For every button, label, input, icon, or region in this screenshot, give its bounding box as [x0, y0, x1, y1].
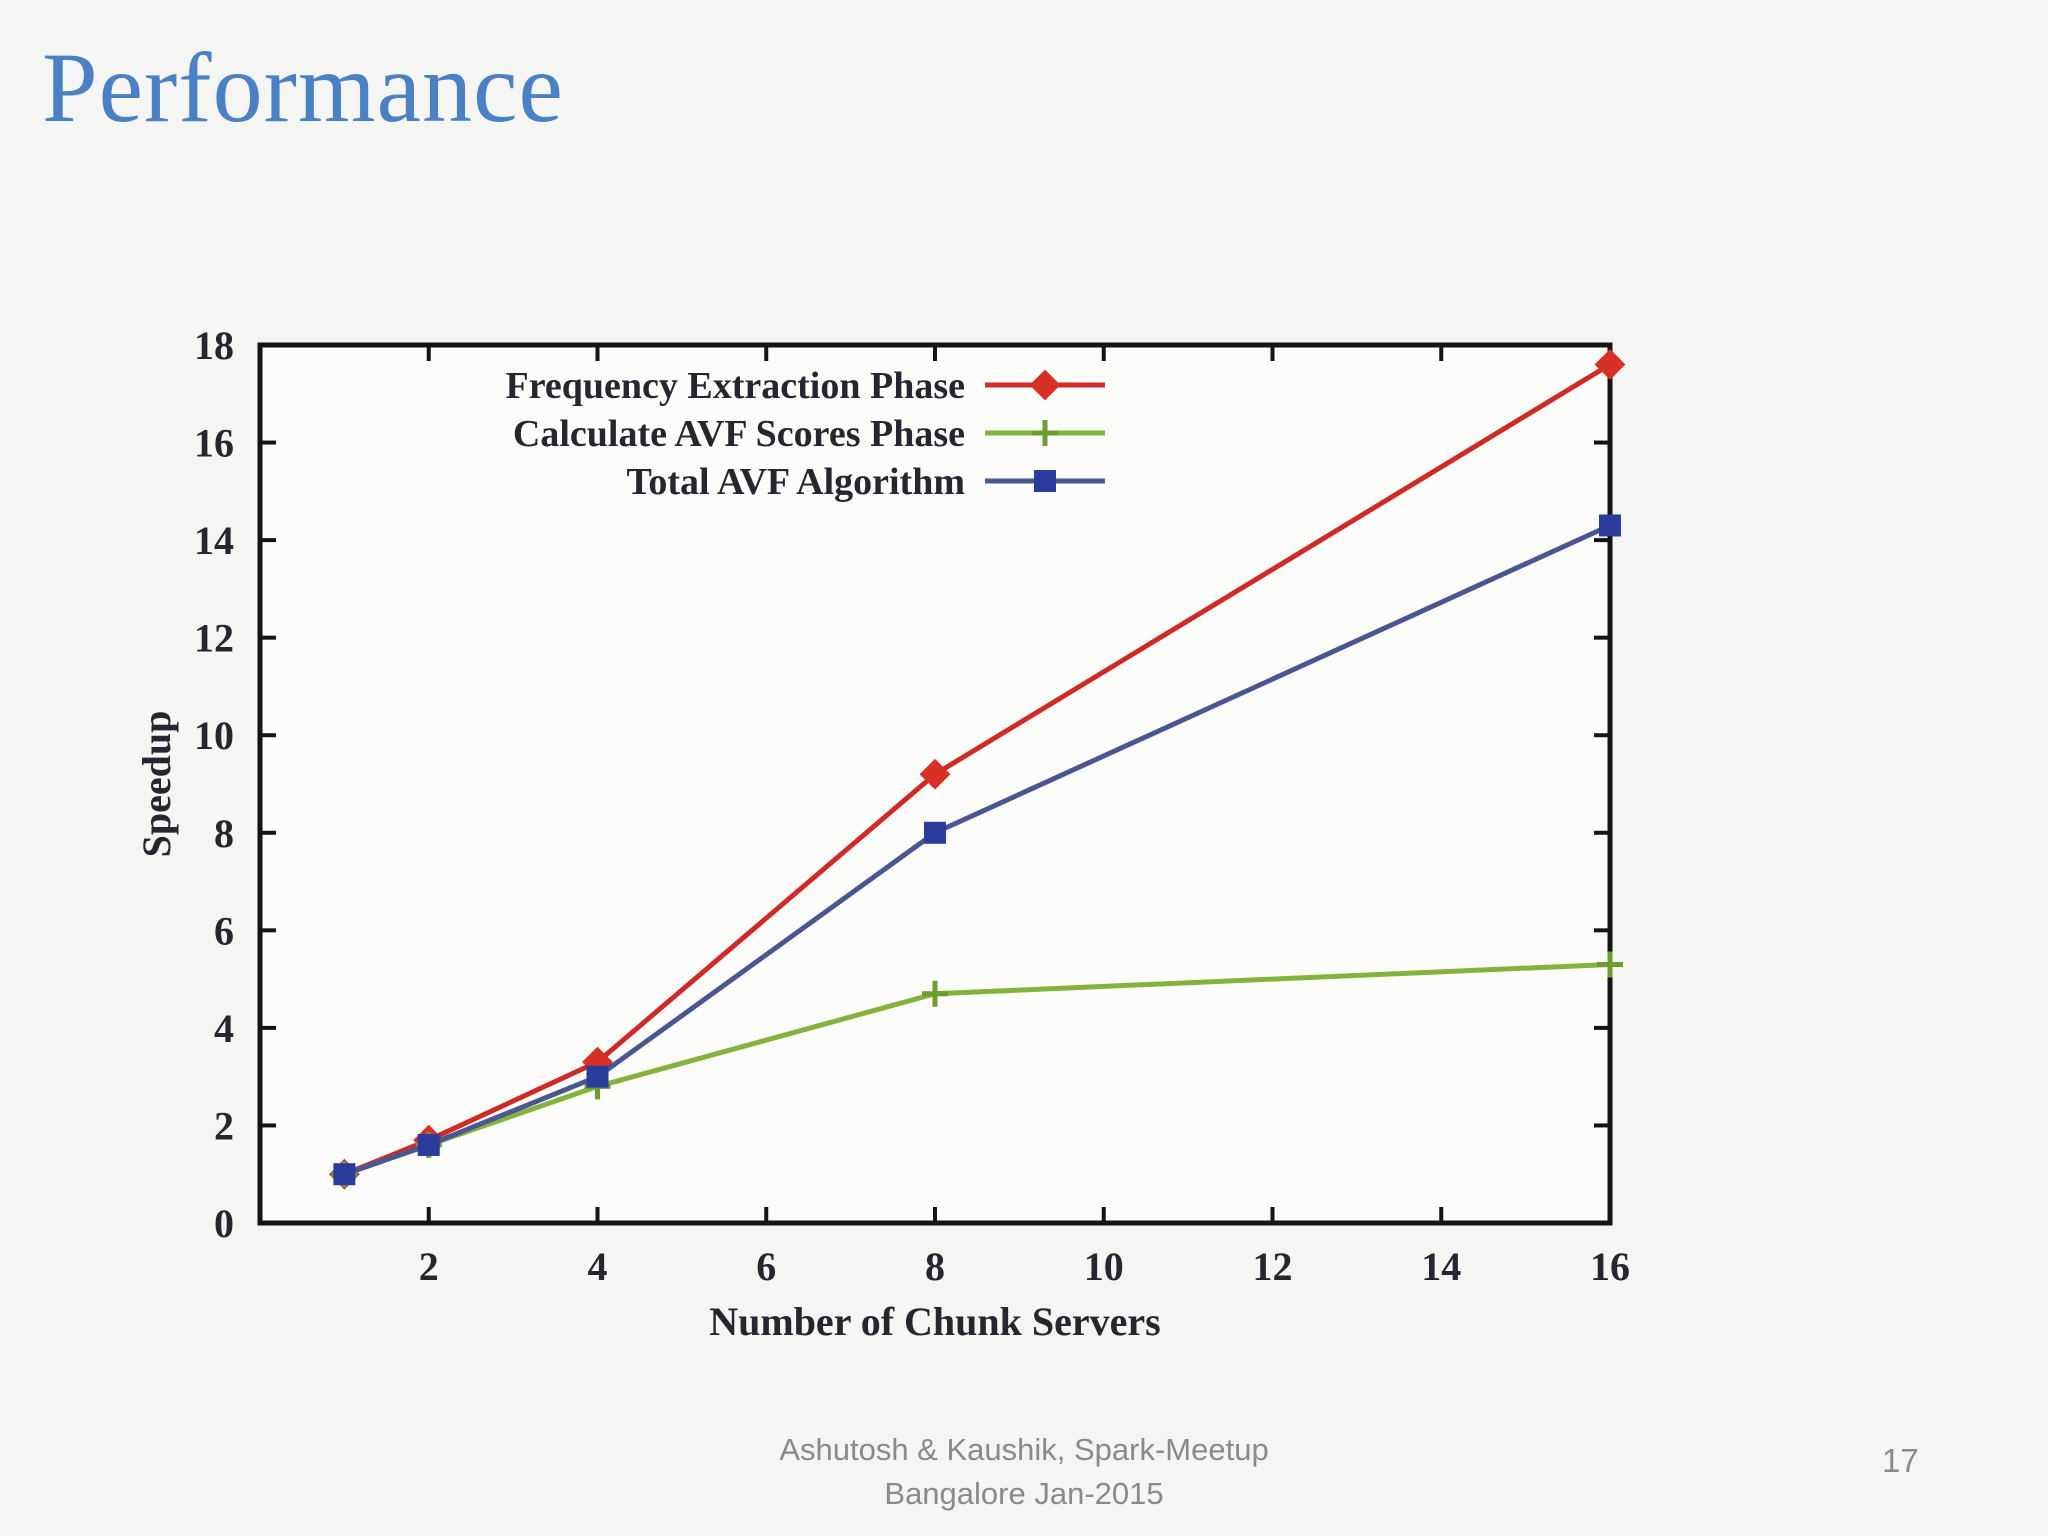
data-point-marker	[922, 980, 948, 1007]
data-point-marker	[1597, 951, 1623, 978]
footer-line-2: Bangalore Jan-2015	[884, 1476, 1164, 1511]
slide-title: Performance	[42, 32, 564, 143]
legend-marker	[1034, 470, 1056, 492]
data-point-marker	[919, 758, 951, 790]
y-tick-label: 4	[214, 1006, 234, 1051]
x-tick-label: 6	[756, 1244, 776, 1289]
y-axis-title: Speedup	[140, 711, 179, 858]
y-tick-label: 8	[214, 811, 234, 856]
page-number: 17	[1882, 1442, 1919, 1479]
x-tick-label: 14	[1421, 1244, 1461, 1289]
chart-svg: 2 4 6 8 10 12 14 16 0 2 4 6 8 10 12 14 16 18 Number of Chu…	[140, 323, 1630, 1344]
y-tick-label: 16	[194, 421, 234, 466]
series-3-square	[333, 514, 1621, 1186]
y-tick-label: 0	[214, 1201, 234, 1246]
y-tick-label: 6	[214, 908, 234, 953]
y-tick-label: 18	[194, 323, 234, 368]
x-tick-label: 4	[588, 1244, 608, 1289]
legend-label: Total AVF Algorithm	[626, 461, 965, 503]
legend-label: Frequency Extraction Phase	[506, 365, 965, 407]
y-tick-label: 10	[194, 713, 234, 758]
x-tick-label: 12	[1253, 1244, 1293, 1289]
x-tick-label: 16	[1590, 1244, 1630, 1289]
data-point-marker	[1599, 514, 1621, 537]
data-point-marker	[417, 1133, 440, 1156]
y-tick-label: 12	[194, 616, 234, 661]
x-tick-label: 8	[925, 1244, 945, 1289]
data-point-marker	[924, 821, 946, 844]
performance-chart: 2 4 6 8 10 12 14 16 0 2 4 6 8 10 12 14 16 18 Number of Chu…	[140, 250, 1720, 1410]
legend-marker	[1032, 420, 1058, 446]
y-tick-label: 2	[214, 1103, 234, 1148]
data-point-marker	[586, 1065, 609, 1088]
data-point-marker	[1594, 349, 1626, 380]
footer-line-1: Ashutosh & Kaushik, Spark-Meetup	[779, 1432, 1269, 1467]
tick-labels: 2 4 6 8 10 12 14 16 0 2 4 6 8 10 12 14 16 18	[194, 323, 1630, 1289]
plot-frame	[257, 342, 1613, 1226]
footer-attribution: Ashutosh & Kaushik, Spark-Meetup Bangalo…	[0, 1428, 2048, 1516]
data-point-marker	[333, 1163, 356, 1186]
x-tick-label: 2	[419, 1244, 439, 1289]
x-tick-label: 10	[1084, 1244, 1124, 1289]
tick-marks	[260, 345, 1610, 1223]
y-tick-label: 14	[194, 518, 234, 563]
legend: Frequency Extraction Phase Calculate AVF …	[506, 365, 1105, 503]
legend-marker	[1029, 369, 1061, 401]
legend-label: Calculate AVF Scores Phase	[513, 413, 965, 455]
x-axis-title: Number of Chunk Servers	[709, 1299, 1161, 1344]
